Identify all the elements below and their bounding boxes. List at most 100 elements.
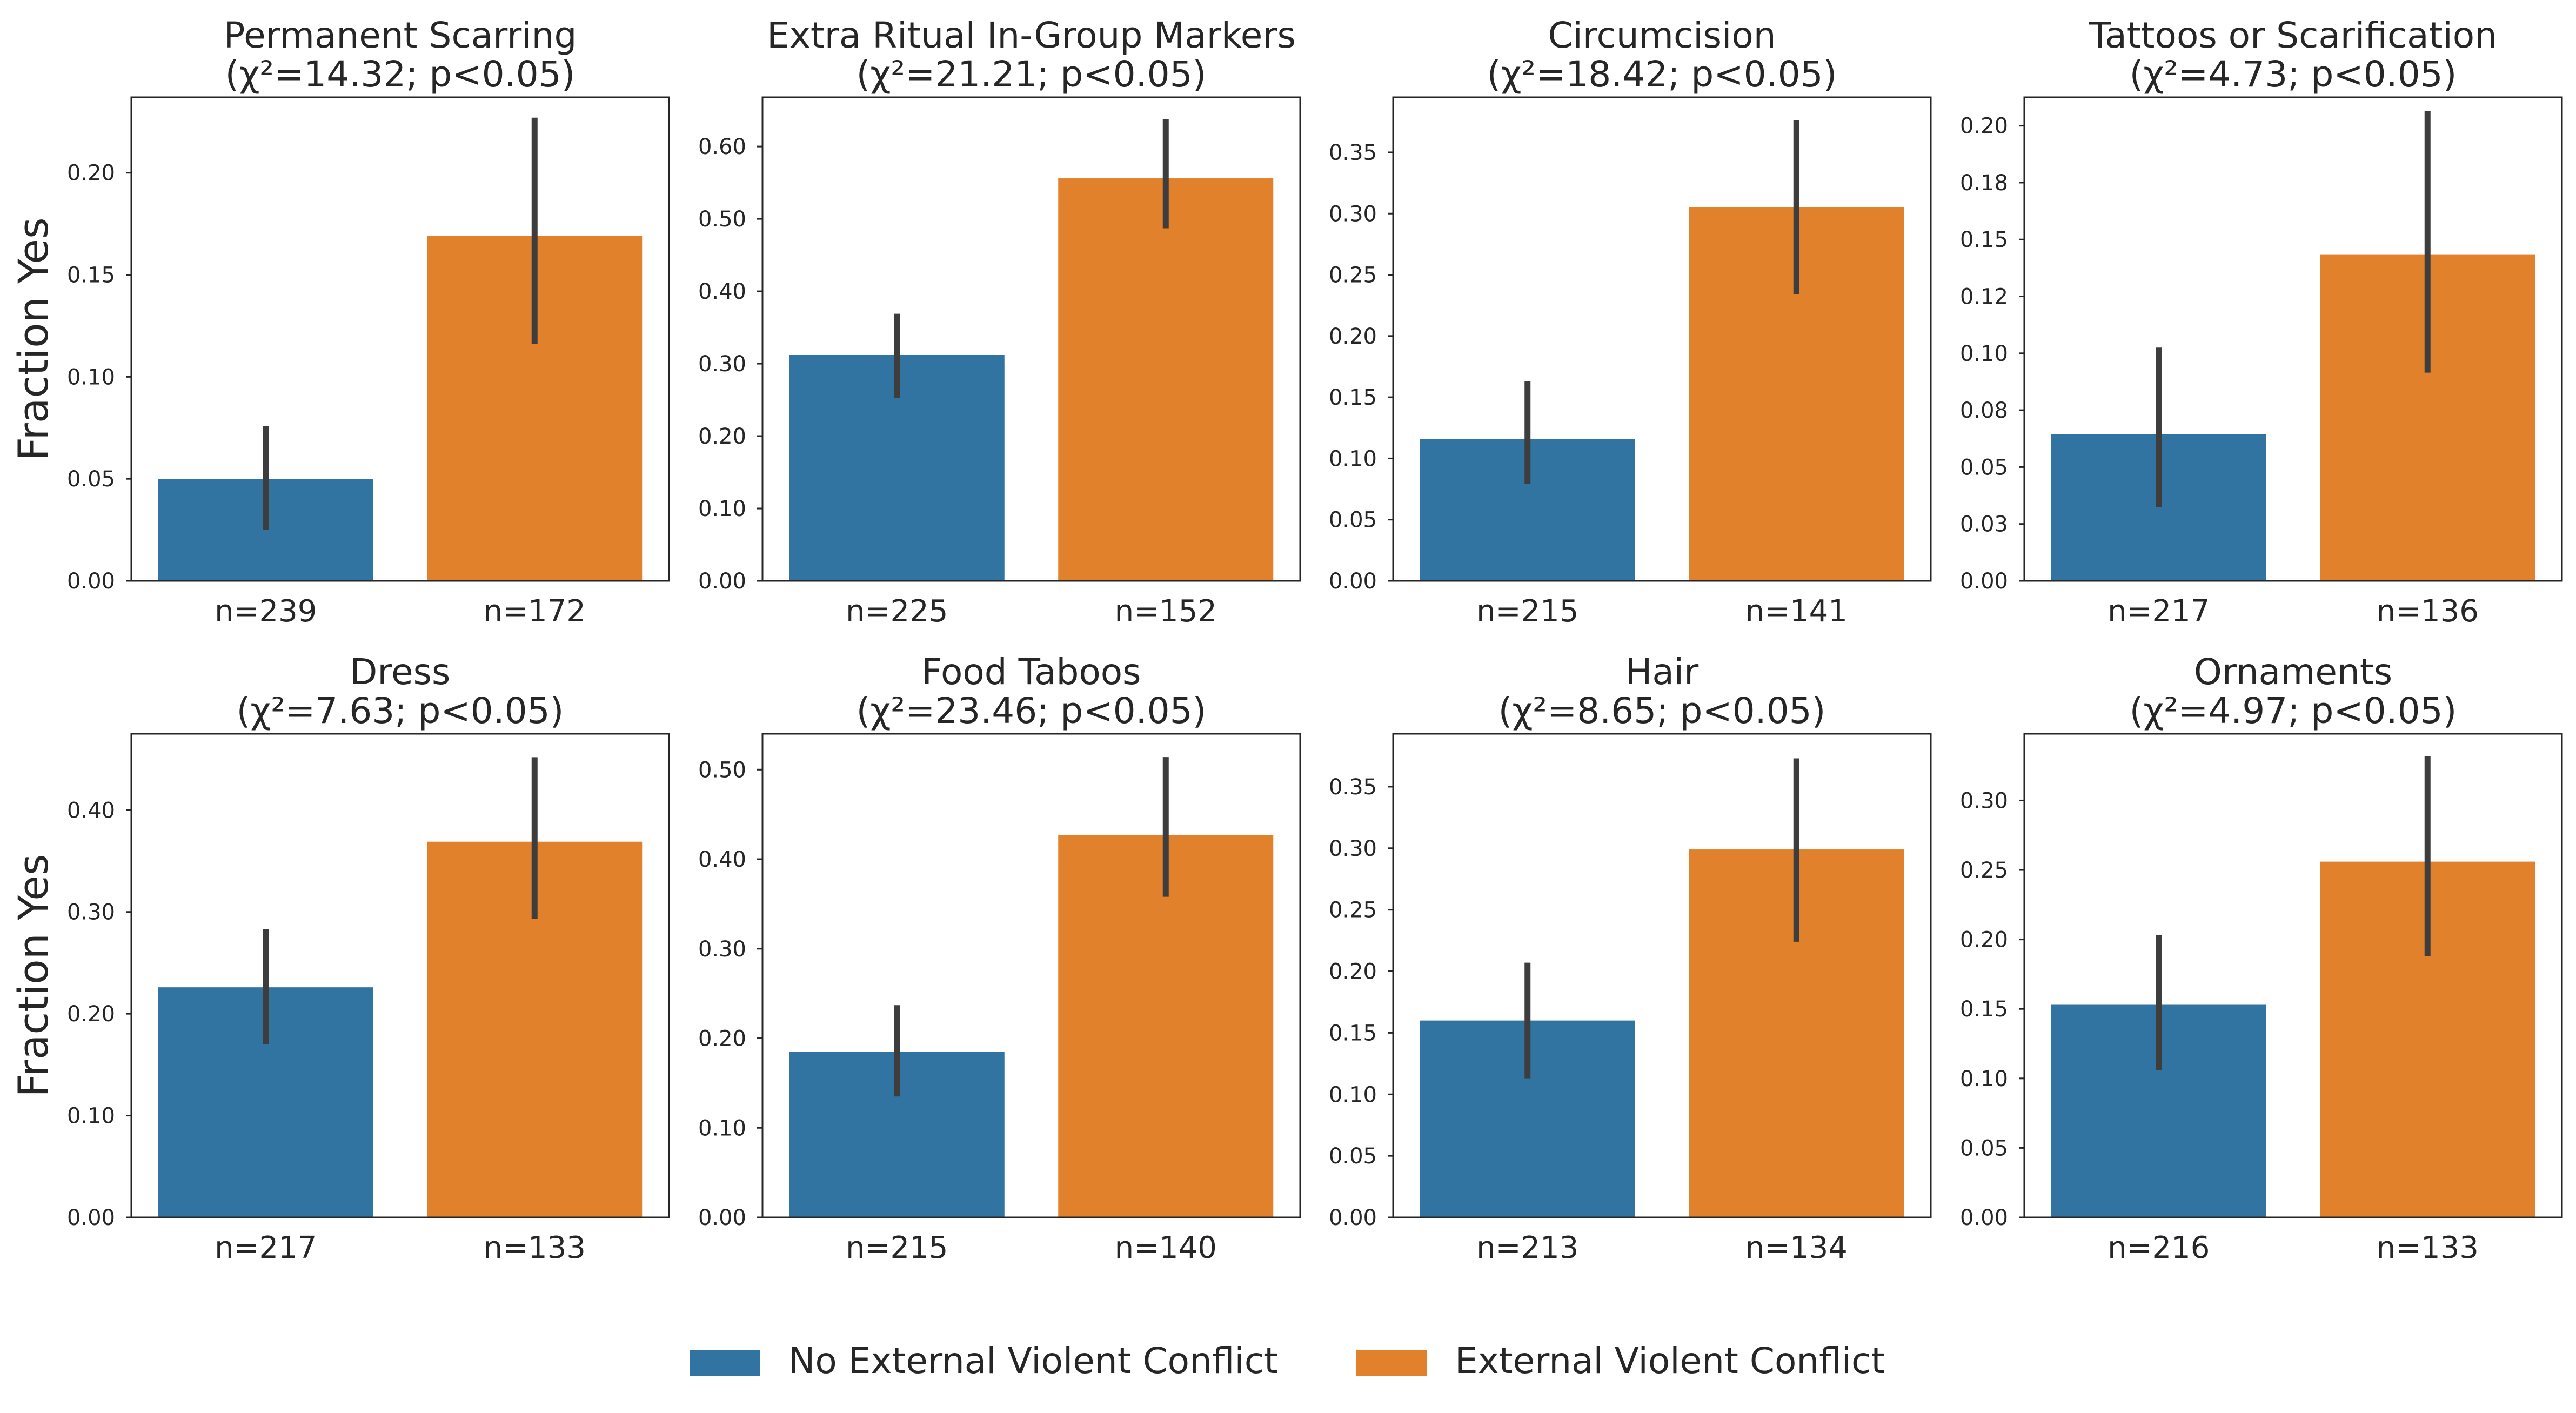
x-tick-label: n=152 (1115, 594, 1217, 629)
y-tick-label: 0.25 (1329, 263, 1377, 288)
y-tick-label: 0.18 (1960, 171, 2008, 196)
y-tick-label: 0.15 (67, 263, 115, 288)
y-tick-label: 0.25 (1960, 858, 2008, 883)
y-tick-label: 0.05 (1329, 1144, 1377, 1169)
x-tick-label: n=217 (2107, 594, 2210, 629)
chart-subtitle: (χ²=7.63; p<0.05) (237, 690, 564, 732)
plot-frame (1392, 733, 1932, 1218)
y-tick-label: 0.20 (1960, 114, 2008, 139)
y-tick-label: 0.50 (698, 207, 746, 232)
plot-frame (2023, 733, 2563, 1218)
y-tick-label: 0.15 (1329, 385, 1377, 410)
y-tick-label: 0.10 (67, 1104, 115, 1129)
chart-title: Extra Ritual In-Group Markers (767, 15, 1296, 56)
chart-subtitle: (χ²=18.42; p<0.05) (1487, 53, 1837, 95)
y-tick-label: 0.00 (1329, 1206, 1377, 1230)
chart-title: Permanent Scarring (224, 15, 577, 56)
x-tick-label: n=213 (1476, 1230, 1578, 1265)
legend-label-no-conflict: No External Violent Conflict (788, 1340, 1278, 1382)
chart-subtitle: (χ²=4.73; p<0.05) (2130, 53, 2457, 95)
x-tick-label: n=215 (846, 1230, 948, 1265)
chart-subtitle: (χ²=23.46; p<0.05) (857, 690, 1207, 732)
legend-swatch-no-conflict (690, 1350, 760, 1376)
y-tick-label: 0.10 (67, 365, 115, 390)
chart-panel: Circumcision(χ²=18.42; p<0.05) 0.00 0.05 0.… (1329, 15, 1932, 629)
y-tick-label: 0.10 (1329, 1082, 1377, 1107)
chart-subtitle: (χ²=4.97; p<0.05) (2130, 690, 2457, 732)
y-tick-label: 0.00 (1329, 569, 1377, 594)
x-tick-label: n=225 (846, 594, 948, 629)
x-tick-label: n=217 (215, 1230, 317, 1265)
chart-subtitle: (χ²=8.65; p<0.05) (1498, 690, 1826, 732)
x-tick-label: n=239 (215, 594, 317, 629)
x-tick-label: n=216 (2107, 1230, 2210, 1265)
y-tick-label: 0.20 (1329, 324, 1377, 349)
y-tick-label: 0.20 (698, 424, 746, 449)
y-tick-label: 0.00 (67, 569, 115, 594)
y-tick-label: 0.30 (67, 900, 115, 925)
y-tick-label: 0.20 (1960, 928, 2008, 953)
y-tick-label: 0.20 (1329, 960, 1377, 985)
chart-title: Dress (350, 651, 451, 693)
x-tick-label: n=133 (2377, 1230, 2479, 1265)
chart-panel: Dress(χ²=7.63; p<0.05) 0.00 0.10 0.20 0.30 0.… (9, 651, 670, 1265)
plot-frame (130, 733, 670, 1218)
y-tick-label: 0.08 (1960, 398, 2008, 423)
chart-panel: Food Taboos(χ²=23.46; p<0.05) 0.00 0.10 0.2… (698, 651, 1301, 1265)
chart-title: Ornaments (2194, 651, 2392, 693)
y-tick-label: 0.03 (1960, 512, 2008, 537)
y-tick-label: 0.00 (698, 569, 746, 594)
y-tick-label: 0.30 (1329, 836, 1377, 861)
chart-panel: Permanent Scarring(χ²=14.32; p<0.05) 0.00… (9, 15, 670, 629)
x-tick-label: n=141 (1745, 594, 1848, 629)
legend-label-conflict: External Violent Conflict (1455, 1340, 1885, 1382)
y-tick-label: 0.10 (698, 1116, 746, 1141)
y-tick-label: 0.50 (698, 758, 746, 782)
y-axis-label: Fraction Yes (9, 217, 57, 460)
y-tick-label: 0.00 (1960, 569, 2008, 594)
plot-frame (2023, 96, 2563, 582)
x-tick-label: n=136 (2377, 594, 2479, 629)
chart-title: Circumcision (1548, 15, 1776, 56)
chart-panel: Ornaments(χ²=4.97; p<0.05) 0.00 0.05 0.10 0.… (1960, 651, 2563, 1265)
y-tick-label: 0.20 (67, 161, 115, 186)
y-tick-label: 0.05 (1329, 508, 1377, 533)
y-tick-label: 0.12 (1960, 285, 2008, 310)
chart-grid: Permanent Scarring(χ²=14.32; p<0.05) 0.00… (9, 15, 2563, 1265)
chart-panel: Extra Ritual In-Group Markers(χ²=21.21; … (698, 15, 1301, 629)
chart-title: Hair (1625, 651, 1699, 693)
y-tick-label: 0.35 (1329, 140, 1377, 165)
y-tick-label: 0.15 (1960, 997, 2008, 1022)
y-tick-label: 0.15 (1960, 227, 2008, 252)
x-tick-label: n=140 (1115, 1230, 1217, 1265)
y-tick-label: 0.10 (1329, 446, 1377, 471)
y-tick-label: 0.30 (1960, 788, 2008, 813)
y-tick-label: 0.60 (698, 135, 746, 159)
y-tick-label: 0.30 (698, 352, 746, 377)
y-tick-label: 0.15 (1329, 1021, 1377, 1046)
y-tick-label: 0.05 (1960, 455, 2008, 480)
y-axis-label: Fraction Yes (9, 854, 57, 1097)
plot-frame (761, 733, 1301, 1218)
bar-conflict (1058, 178, 1274, 581)
y-tick-label: 0.10 (1960, 341, 2008, 366)
legend-swatch-conflict (1356, 1350, 1427, 1376)
y-tick-label: 0.40 (698, 847, 746, 872)
y-tick-label: 0.40 (67, 798, 115, 823)
y-tick-label: 0.00 (1960, 1206, 2008, 1230)
y-tick-label: 0.30 (1329, 202, 1377, 226)
plot-frame (130, 96, 670, 582)
chart-panel: Hair(χ²=8.65; p<0.05) 0.00 0.05 0.10 0.15 0.2… (1329, 651, 1932, 1265)
y-tick-label: 0.20 (698, 1027, 746, 1052)
y-tick-label: 0.05 (1960, 1136, 2008, 1161)
x-tick-label: n=133 (484, 1230, 586, 1265)
y-tick-label: 0.05 (67, 467, 115, 492)
y-tick-label: 0.35 (1329, 775, 1377, 800)
y-tick-label: 0.00 (67, 1206, 115, 1230)
y-tick-label: 0.00 (698, 1206, 746, 1230)
legend: No External Violent Conflict External Vi… (690, 1340, 1885, 1382)
chart-subtitle: (χ²=21.21; p<0.05) (857, 53, 1207, 95)
x-tick-label: n=134 (1745, 1230, 1848, 1265)
plot-frame (1392, 96, 1932, 582)
y-tick-label: 0.10 (1960, 1067, 2008, 1091)
